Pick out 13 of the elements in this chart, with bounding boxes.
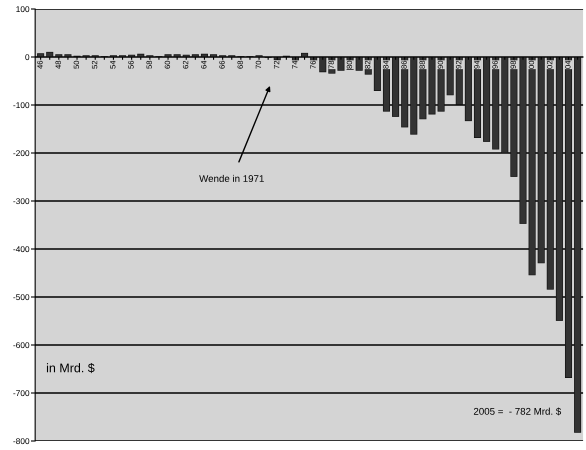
y-tick-label: -200 <box>13 150 30 156</box>
y-tick-label: 100 <box>16 6 30 12</box>
y-tick-label: -600 <box>13 342 30 348</box>
y-tick-label: -400 <box>13 246 30 252</box>
y-tick-label: -800 <box>13 438 30 444</box>
y-tick-label: -300 <box>13 198 30 204</box>
annotation: Wende in 1971 <box>199 174 264 182</box>
y-axis-title: in Mrd. $ <box>46 362 95 374</box>
y-tick-label: -700 <box>13 390 30 396</box>
y-tick-label: 0 <box>25 54 30 60</box>
y-tick-label: -500 <box>13 294 30 300</box>
y-tick-label: -100 <box>13 102 30 108</box>
annotation: 2005 = - 782 Mrd. $ <box>474 408 562 416</box>
